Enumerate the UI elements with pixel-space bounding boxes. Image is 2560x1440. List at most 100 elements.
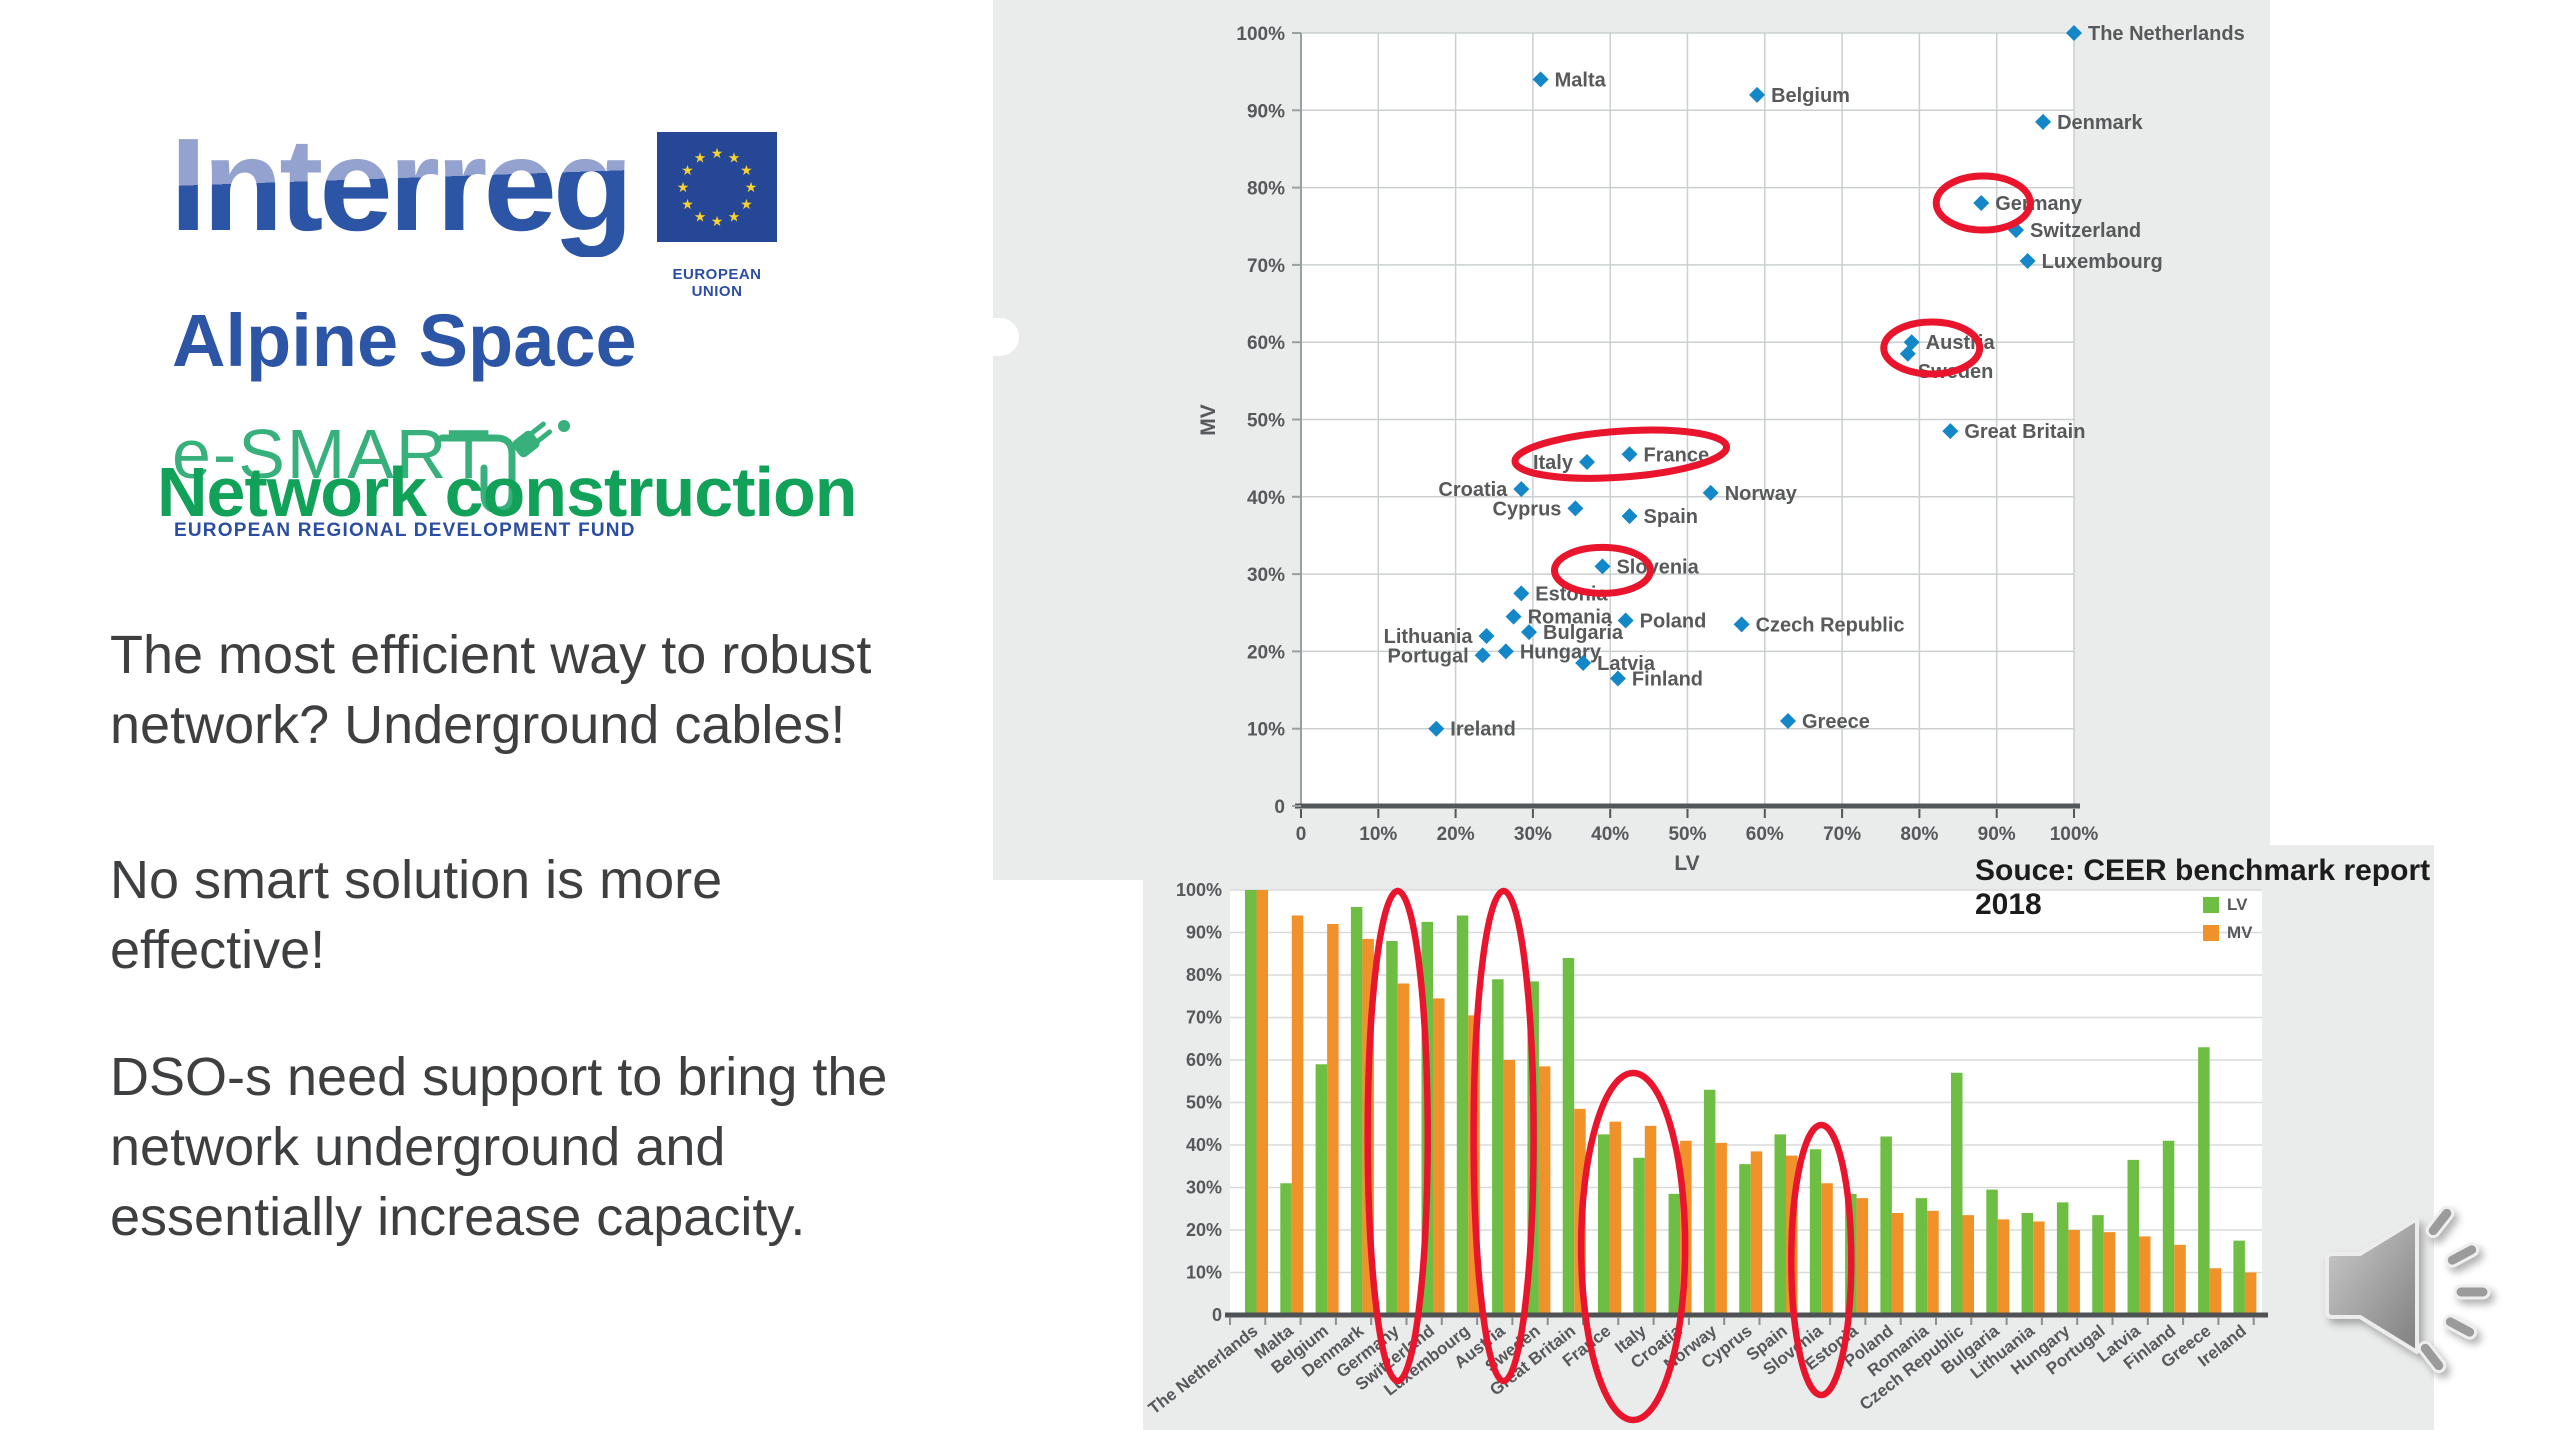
bar-lv [1739,1164,1751,1315]
scatter-y-tick: 50% [1247,411,1285,432]
scatter-point-label: Portugal [1388,645,1469,667]
bar-lv [1598,1134,1610,1315]
bar-y-tick: 80% [1186,965,1222,985]
scatter-y-tick: 10% [1247,720,1285,741]
scatter-point-label: The Netherlands [2088,23,2245,45]
bar-lv [1986,1189,1998,1315]
bar-mv [1715,1142,1727,1315]
bar-mv [1291,915,1304,1315]
red-circle-annotation [1511,426,1731,482]
bar-lv [2198,1047,2210,1315]
bar-mv [2174,1244,2186,1315]
bar-y-tick: 10% [1186,1263,1222,1283]
scatter-point-label: Belgium [1771,85,1850,107]
bar-lv [2162,1140,2175,1315]
bar-mv [1856,1198,1869,1315]
scatter-point-label: Slovenia [1616,556,1699,578]
speaker-sound-waves [2417,1205,2491,1374]
scatter-ylabel: MV [1197,404,1220,436]
scatter-y-tick: 40% [1247,488,1285,509]
scatter-point-label: Luxembourg [2042,251,2163,273]
scatter-point [2066,25,2082,41]
bar-lv [1915,1198,1928,1315]
scatter-x-tick: 10% [1359,824,1397,845]
scatter-point [2035,113,2052,130]
sound-wave-dash [2444,1242,2480,1268]
bar-x-label: The Netherlands [1145,1321,1262,1418]
bar-mv [2068,1230,2080,1315]
bar-lv [2092,1215,2104,1315]
bar-lv [1280,1183,1292,1315]
scatter-point [1428,720,1445,737]
scatter-point [1617,612,1634,629]
scatter-chart-panel: 0 10% 20% 30% 40% 50% 60% 70% 80% 90% 100% 0 10% 20% 3… [993,0,2270,880]
scatter-point [1594,558,1611,575]
red-circle-annotation [1577,1069,1689,1424]
red-circle-annotation [1550,543,1654,597]
interreg-logo-wordmark: Interreg [170,111,633,258]
scatter-point-label: Spain [1644,506,1698,528]
bar-mv [1927,1210,1939,1315]
bar-lv [2056,1202,2069,1315]
bar-y-tick: 100% [1176,880,1222,900]
bar-y-tick: 20% [1186,1220,1222,1240]
bar-lv [1809,1149,1822,1315]
scatter-point-label: Switzerland [2030,220,2141,242]
bar-mv [1821,1183,1833,1315]
bar-mv [1609,1121,1621,1315]
bar-lv [1703,1089,1716,1315]
scatter-point [1942,423,1959,440]
scatter-point-label: Great Britain [1964,421,2085,443]
scatter-point-label: Austria [1926,332,1996,354]
scatter-point-label: Greece [1802,711,1870,733]
page-title: Network construction [157,453,858,531]
bar-mv [1997,1219,2010,1315]
scatter-point [1513,585,1530,602]
scatter-point [1513,481,1530,498]
scatter-point [1621,446,1638,463]
paragraph-no-smart-solution: No smart solution is more effective! [110,850,723,980]
scatter-point [1973,195,1990,212]
bar-lv [1315,1064,1328,1315]
red-circle-annotation [1880,318,1984,378]
scatter-x-tick: 90% [1978,824,2016,845]
scatter-point-label: Bulgaria [1543,622,1624,644]
scatter-point [1702,484,1719,501]
scatter-point [1478,627,1495,644]
bar-mv [1538,1066,1551,1315]
red-circle-annotation [1364,887,1431,1385]
bar-lv [1350,907,1363,1315]
sound-wave-dash [2417,1340,2447,1374]
scatter-point [1733,616,1750,633]
audio-speaker-icon[interactable] [2316,1200,2516,1385]
scatter-point-label: Czech Republic [1756,614,1905,636]
bar-mv [1962,1215,1974,1315]
scatter-point-label: Latvia [1597,653,1656,675]
scatter-point [1779,712,1796,729]
scatter-x-tick: 100% [2050,824,2099,845]
scatter-point-label: Lithuania [1384,626,1474,648]
bar-lv [1880,1136,1892,1315]
eu-star: ★ [677,180,690,196]
paragraph-underground-cables: The most efficient way to robust network… [110,625,872,755]
scatter-point [1609,670,1626,687]
scatter-y-tick: 80% [1247,179,1285,200]
bar-y-tick: 50% [1186,1093,1222,1113]
bar-lv [2021,1213,2034,1315]
scatter-chart: 0 10% 20% 30% 40% 50% 60% 70% 80% 90% 100% 0 10% 20% 3… [1197,23,2245,875]
bar-mv [1433,998,1445,1315]
scatter-point [1532,71,1549,88]
bar-lv [1492,979,1504,1315]
bar-y-tick: 40% [1186,1135,1222,1155]
scatter-point [1567,500,1584,517]
eu-star: ★ [745,180,758,196]
scatter-point-label: Croatia [1438,479,1508,501]
scatter-x-tick: 70% [1823,824,1861,845]
scatter-x-tick: 20% [1437,824,1475,845]
eu-star: ★ [740,197,753,213]
eu-star: ★ [694,151,707,167]
erdf-label: EUROPEAN REGIONAL DEVELOPMENT FUND [174,520,636,541]
bar-y-tick: 70% [1186,1008,1222,1028]
sound-wave-dash [2425,1205,2455,1239]
